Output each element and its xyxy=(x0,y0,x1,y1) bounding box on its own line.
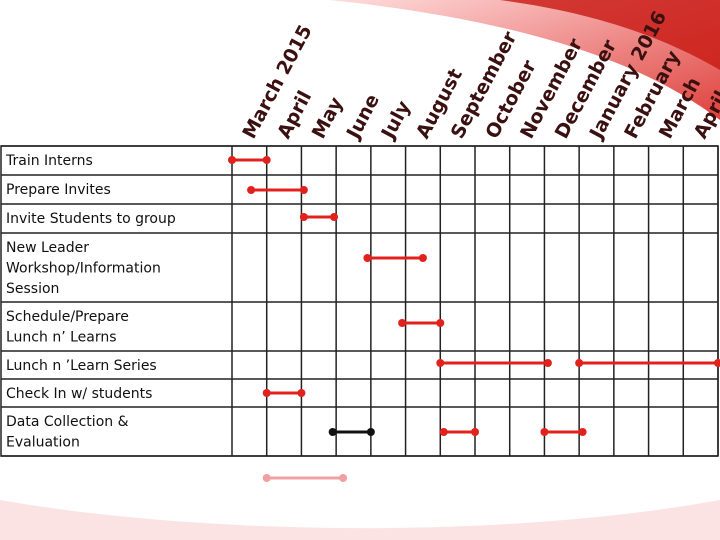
bar-start xyxy=(540,428,549,436)
task-label: Workshop/Information xyxy=(6,261,161,277)
bar-start xyxy=(262,474,271,482)
table-bg xyxy=(0,145,719,457)
bar-end xyxy=(418,254,427,262)
bar-end xyxy=(330,213,339,221)
task-label: Train Interns xyxy=(5,153,93,169)
bar-start xyxy=(575,359,584,367)
swoosh xyxy=(500,0,720,70)
bar-end xyxy=(297,389,306,397)
task-label: Check In w/ students xyxy=(6,386,152,402)
task-label: Session xyxy=(6,281,59,297)
bar-start xyxy=(363,254,372,262)
task-label: Evaluation xyxy=(6,435,80,451)
bar-start xyxy=(398,319,407,327)
swoosh xyxy=(330,0,720,120)
bar-end xyxy=(366,428,375,436)
bar-end xyxy=(436,319,445,327)
title: Gantt Chart xyxy=(28,25,239,66)
bar-start xyxy=(439,428,448,436)
bar-end xyxy=(339,474,348,482)
task-label: Invite Students to group xyxy=(6,211,176,227)
bar-end xyxy=(543,359,552,367)
bar-start xyxy=(262,389,271,397)
bar-start xyxy=(436,359,445,367)
task-label: Lunch n’ Learns xyxy=(6,330,117,346)
bar-end xyxy=(262,156,271,164)
month-label: June xyxy=(342,91,384,145)
task-label: Lunch n ’Learn Series xyxy=(6,358,157,374)
task-label: New Leader xyxy=(6,240,89,256)
task-label: Schedule/Prepare xyxy=(6,309,129,325)
bar-end xyxy=(714,359,720,367)
bar-end xyxy=(578,428,587,436)
bar-end xyxy=(299,186,308,194)
bar-start xyxy=(299,213,308,221)
bar-start xyxy=(328,428,337,436)
bar-start xyxy=(228,156,236,164)
swoosh xyxy=(0,500,720,540)
bar-start xyxy=(247,186,256,194)
task-label: Data Collection & xyxy=(6,414,129,430)
task-label: Prepare Invites xyxy=(6,182,111,198)
bar-end xyxy=(471,428,479,436)
